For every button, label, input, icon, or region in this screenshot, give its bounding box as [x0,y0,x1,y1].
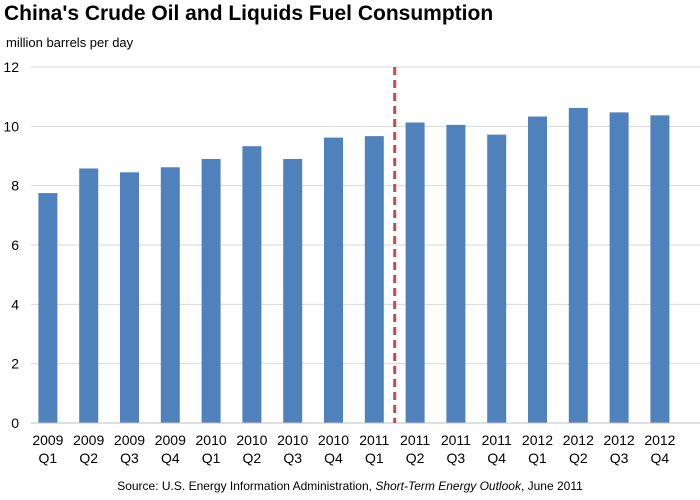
y-tick-label: 6 [11,237,19,253]
x-tick-label-quarter: Q3 [283,450,302,466]
x-tick-label-year: 2011 [400,432,430,448]
x-tick-label-quarter: Q1 [202,450,221,466]
bar [120,172,139,423]
x-tick-label-year: 2012 [644,432,675,448]
x-tick-label-year: 2010 [277,432,308,448]
x-tick-label-quarter: Q1 [39,450,58,466]
y-tick-label: 2 [11,356,19,372]
bar [364,136,384,423]
x-tick-label-year: 2011 [359,432,389,448]
x-tick-label-quarter: Q2 [406,450,425,466]
x-tick-label-quarter: Q2 [243,450,262,466]
x-tick-label-year: 2010 [318,432,349,448]
y-tick-label: 4 [11,296,19,312]
x-tick-label-quarter: Q3 [447,450,466,466]
bar [324,137,343,423]
x-tick-label-year: 2011 [482,432,512,448]
x-tick-label-quarter: Q4 [487,450,506,466]
x-tick-label-quarter: Q4 [161,450,180,466]
x-tick-label-year: 2012 [522,432,553,448]
x-tick-label-year: 2009 [73,432,104,448]
y-tick-label: 12 [3,59,19,75]
x-tick-label-year: 2011 [441,432,471,448]
y-tick-label: 0 [11,415,19,431]
source-prefix: Source: U.S. Energy Information Administ… [117,479,376,493]
source-suffix: , June 2011 [520,479,583,493]
bar [201,158,221,423]
bar [160,167,180,423]
bar [79,168,99,423]
x-tick-label-quarter: Q2 [79,450,98,466]
x-tick-label-year: 2009 [32,432,63,448]
x-tick-label-year: 2012 [604,432,635,448]
x-tick-label-quarter: Q4 [651,450,670,466]
y-tick-label: 10 [3,118,19,134]
bar [609,112,629,423]
chart-title: China's Crude Oil and Liquids Fuel Consu… [4,2,494,25]
source-publication: Short-Term Energy Outlook [375,479,521,493]
x-tick-label-quarter: Q3 [120,450,139,466]
bar [528,116,547,423]
x-tick-label-year: 2009 [114,432,145,448]
x-tick-label-year: 2010 [236,432,267,448]
x-tick-label-quarter: Q2 [569,450,588,466]
x-tick-label-quarter: Q4 [324,450,343,466]
y-tick-label: 8 [11,178,19,194]
bar [242,146,262,423]
bar [487,134,507,423]
x-tick-label-quarter: Q3 [610,450,629,466]
y-axis-unit-label: million barrels per day [6,35,134,50]
source-note: Source: U.S. Energy Information Administ… [0,479,700,493]
x-tick-label-year: 2010 [196,432,227,448]
bar [283,158,303,423]
x-tick-label-quarter: Q1 [528,450,547,466]
bar [446,124,466,423]
bar [650,115,670,424]
x-tick-label-year: 2009 [155,432,186,448]
bar [568,107,588,423]
x-tick-label-quarter: Q1 [365,450,384,466]
x-tick-label-year: 2012 [563,432,594,448]
bar [405,122,425,423]
bar [38,193,58,423]
